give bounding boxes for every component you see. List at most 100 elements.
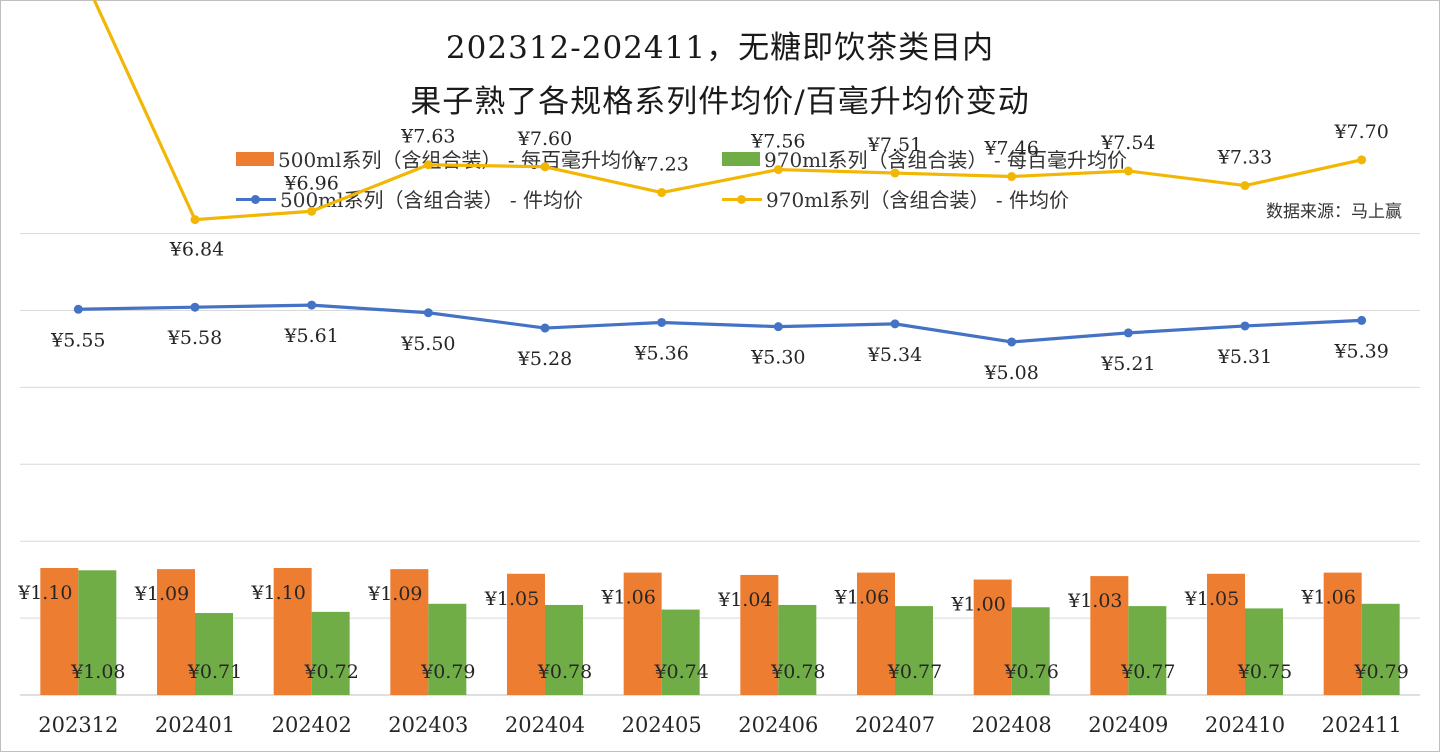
bar-970ml-per100ml — [428, 603, 467, 695]
data-label-500ml-unit-price: ¥5.21 — [1100, 353, 1155, 375]
data-label-500ml-unit-price: ¥5.36 — [633, 342, 688, 364]
data-label-970ml-unit-price: ¥7.70 — [1333, 121, 1388, 143]
data-label-970ml-unit-price: ¥7.33 — [1217, 147, 1272, 169]
data-label-970ml-unit-price: ¥7.23 — [633, 154, 688, 176]
data-label-970ml-per100ml: ¥0.71 — [187, 661, 242, 683]
x-tick-label: 202401 — [155, 713, 235, 737]
data-label-970ml-per100ml: ¥0.77 — [1120, 661, 1175, 683]
data-label-970ml-per100ml: ¥0.77 — [887, 661, 942, 683]
x-tick-label: 202404 — [505, 713, 585, 737]
point-500ml-unit-price — [73, 304, 83, 314]
chart-title-line2: 果子熟了各规格系列件均价/百毫升均价变动 — [410, 84, 1030, 120]
x-tick-label: 202407 — [855, 713, 935, 737]
data-label-500ml-unit-price: ¥5.61 — [283, 325, 338, 347]
point-970ml-unit-price — [890, 168, 900, 178]
bar-500ml-per100ml — [740, 574, 779, 695]
data-label-500ml-unit-price: ¥5.28 — [517, 348, 572, 370]
bar-970ml-per100ml — [545, 604, 583, 695]
data-label-970ml-per100ml: ¥0.79 — [1353, 661, 1408, 683]
bar-500ml-per100ml — [623, 572, 662, 695]
bar-500ml-per100ml — [507, 573, 545, 695]
point-970ml-unit-price — [1357, 155, 1367, 165]
point-500ml-unit-price — [307, 300, 317, 310]
bar-970ml-per100ml — [1245, 608, 1283, 695]
data-label-500ml-per100ml: ¥1.05 — [1184, 588, 1239, 610]
point-970ml-unit-price — [540, 162, 550, 172]
bar-970ml-per100ml — [311, 611, 350, 695]
x-tick-label: 202408 — [972, 713, 1052, 737]
bar-970ml-per100ml — [1011, 607, 1050, 695]
bar-500ml-per100ml — [40, 568, 79, 695]
legend-swatch-green — [722, 151, 760, 166]
bar-500ml-per100ml — [390, 569, 429, 695]
data-label-500ml-unit-price: ¥5.34 — [867, 344, 922, 366]
data-label-500ml-per100ml: ¥1.09 — [367, 583, 422, 605]
data-label-970ml-unit-price: ¥7.46 — [983, 138, 1038, 160]
point-500ml-unit-price — [657, 317, 667, 327]
series-line-970ml-unit-price — [92, 0, 1363, 222]
bar-970ml-per100ml — [661, 609, 700, 695]
legend-500-per100: 500ml系列（含组合装） - 每百毫升均价 — [236, 144, 641, 173]
bar-970ml-per100ml — [1128, 606, 1167, 695]
data-label-970ml-unit-price: ¥7.51 — [867, 134, 922, 156]
point-500ml-unit-price — [1123, 328, 1133, 338]
x-tick-label: 202411 — [1322, 713, 1402, 737]
bar-970ml-per100ml — [778, 604, 817, 695]
data-label-500ml-per100ml: ¥1.06 — [600, 587, 655, 609]
legend-swatch-orange — [236, 151, 274, 166]
point-970ml-unit-price — [1007, 172, 1017, 182]
x-tick-label: 202403 — [388, 713, 468, 737]
point-970ml-unit-price — [773, 165, 783, 175]
bar-970ml-per100ml — [1361, 603, 1400, 695]
data-label-970ml-per100ml: ¥0.74 — [653, 661, 708, 683]
data-label-970ml-unit-price: ¥6.96 — [283, 172, 338, 194]
legend-label: 970ml系列（含组合装） - 件均价 — [766, 188, 1070, 212]
data-label-500ml-unit-price: ¥5.50 — [400, 333, 455, 355]
data-label-500ml-per100ml: ¥1.10 — [250, 582, 305, 604]
legend-970-per100: 970ml系列（含组合装） - 每百毫升均价 — [722, 144, 1127, 173]
data-label-500ml-per100ml: ¥1.09 — [134, 583, 189, 605]
data-label-970ml-unit-price: ¥7.56 — [750, 131, 805, 153]
bar-500ml-per100ml — [857, 572, 895, 695]
data-label-500ml-unit-price: ¥5.08 — [983, 362, 1038, 384]
point-500ml-unit-price — [773, 322, 783, 332]
x-tick-label: 202312 — [38, 713, 118, 737]
bar-500ml-per100ml — [973, 579, 1012, 695]
data-label-500ml-per100ml: ¥1.03 — [1067, 590, 1122, 612]
data-label-970ml-unit-price: ¥7.63 — [400, 126, 455, 148]
data-label-500ml-unit-price: ¥5.55 — [50, 329, 105, 351]
point-970ml-unit-price — [190, 215, 200, 225]
point-500ml-unit-price — [540, 323, 550, 333]
x-tick-label: 202402 — [272, 713, 352, 737]
data-label-970ml-per100ml: ¥0.75 — [1237, 661, 1292, 683]
data-label-970ml-per100ml: ¥0.79 — [420, 661, 475, 683]
bar-500ml-per100ml — [1090, 576, 1129, 695]
data-label-500ml-unit-price: ¥5.31 — [1217, 346, 1272, 368]
chart-title-line1: 202312-202411，无糖即饮茶类目内 — [445, 30, 995, 66]
series-line-500ml-unit-price — [78, 303, 1362, 344]
data-label-970ml-per100ml: ¥0.72 — [303, 661, 358, 683]
data-label-500ml-unit-price: ¥5.58 — [167, 327, 222, 349]
legend-label: 500ml系列（含组合装） - 件均价 — [280, 188, 584, 212]
legend-label: 500ml系列（含组合装） - 每百毫升均价 — [278, 148, 642, 172]
data-label-970ml-per100ml: ¥0.76 — [1003, 661, 1058, 683]
data-label-500ml-per100ml: ¥1.10 — [17, 582, 72, 604]
data-label-500ml-per100ml: ¥1.05 — [484, 588, 539, 610]
point-970ml-unit-price — [657, 188, 667, 198]
point-970ml-unit-price — [1240, 181, 1250, 191]
data-label-970ml-unit-price: ¥7.54 — [1100, 132, 1155, 154]
point-970ml-unit-price — [1123, 166, 1133, 176]
point-500ml-unit-price — [890, 319, 900, 329]
bar-500ml-per100ml — [273, 568, 312, 695]
data-label-970ml-per100ml: ¥0.78 — [537, 661, 592, 683]
legend-970-unit: 970ml系列（含组合装） - 件均价 — [722, 184, 1069, 213]
x-tick-label: 202406 — [738, 713, 818, 737]
point-500ml-unit-price — [190, 302, 200, 312]
data-label-500ml-per100ml: ¥1.00 — [950, 594, 1005, 616]
data-label-500ml-unit-price: ¥5.30 — [750, 347, 805, 369]
data-label-500ml-per100ml: ¥1.04 — [717, 589, 772, 611]
point-500ml-unit-price — [1007, 337, 1017, 347]
bar-500ml-per100ml — [157, 569, 195, 695]
